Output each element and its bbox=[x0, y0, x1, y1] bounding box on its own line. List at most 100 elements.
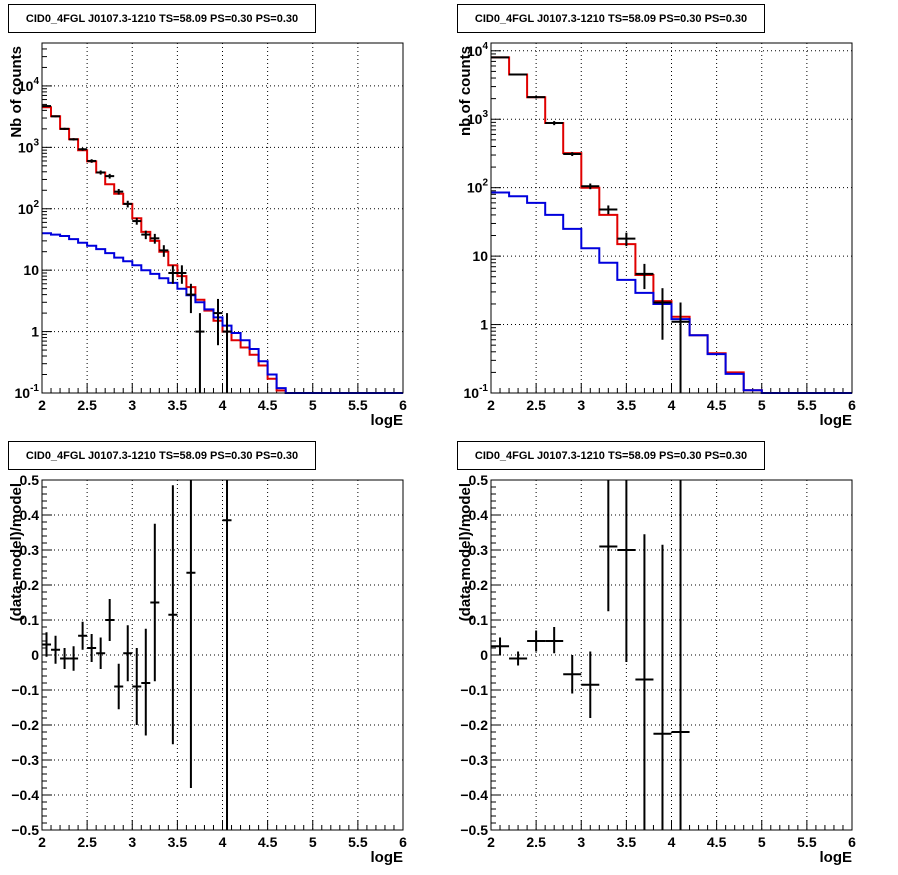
x-axis-title: logE bbox=[371, 412, 404, 429]
x-tick-label: 5 bbox=[309, 397, 317, 413]
data-point bbox=[491, 56, 510, 59]
x-axis-title: logE bbox=[371, 849, 404, 866]
x-tick-label: 5 bbox=[309, 834, 317, 850]
y-tick-label: 0.1 bbox=[469, 612, 489, 628]
data-point bbox=[78, 147, 88, 151]
x-tick-label: 4.5 bbox=[258, 397, 278, 413]
grid bbox=[491, 43, 852, 393]
y-tick-label: −0.4 bbox=[460, 787, 488, 803]
x-tick-label: 3.5 bbox=[168, 834, 188, 850]
x-tick-label: 4 bbox=[219, 397, 227, 413]
data-point bbox=[186, 480, 196, 788]
x-tick-label: 4 bbox=[668, 834, 676, 850]
data-point bbox=[159, 245, 169, 257]
plot-area bbox=[491, 43, 852, 393]
x-tick-label: 6 bbox=[848, 397, 856, 413]
data-point bbox=[635, 534, 654, 830]
x-tick-label: 5 bbox=[758, 397, 766, 413]
data-points bbox=[42, 105, 232, 393]
y-tick-exponent: -1 bbox=[479, 383, 488, 394]
data-point bbox=[114, 188, 124, 195]
x-tick-label: 2.5 bbox=[77, 834, 97, 850]
data-point bbox=[123, 200, 133, 208]
data-point bbox=[51, 115, 61, 118]
y-axis-title: (data-model)/model bbox=[457, 483, 474, 621]
y-tick-label: −0.5 bbox=[460, 822, 488, 838]
x-tick-label: 2 bbox=[487, 397, 495, 413]
y-tick-exponent: 4 bbox=[33, 76, 39, 87]
data-points bbox=[491, 480, 690, 830]
y-tick-label: 10-1 bbox=[464, 383, 489, 401]
y-tick-label: 0.4 bbox=[469, 507, 489, 523]
y-tick-exponent: 2 bbox=[482, 178, 488, 189]
y-tick-base: 10 bbox=[18, 201, 34, 217]
y-tick-base: 10 bbox=[15, 385, 31, 401]
x-axis-title: logE bbox=[820, 849, 853, 866]
chart-title-box: CID0_4FGL J0107.3-1210 TS=58.09 PS=0.30 … bbox=[8, 441, 316, 470]
data-point bbox=[617, 480, 636, 662]
y-tick-label: 104 bbox=[467, 41, 489, 59]
data-point bbox=[527, 630, 546, 652]
data-point bbox=[222, 313, 232, 393]
x-tick-label: 5.5 bbox=[797, 397, 817, 413]
data-point bbox=[60, 648, 70, 669]
y-tick-label: −0.1 bbox=[460, 682, 488, 698]
data-point bbox=[509, 73, 528, 76]
y-tick-label: 103 bbox=[18, 137, 40, 155]
x-tick-label: 5 bbox=[758, 834, 766, 850]
y-tick-base: 10 bbox=[467, 180, 483, 196]
y-tick-exponent: 4 bbox=[482, 41, 488, 52]
data-point bbox=[186, 283, 196, 314]
data-point bbox=[105, 599, 115, 641]
plot-frame bbox=[41, 42, 404, 394]
chart-title: CID0_4FGL J0107.3-1210 TS=58.09 PS=0.30 … bbox=[25, 13, 299, 25]
axis-ticks bbox=[41, 42, 404, 394]
y-tick-label: 10 bbox=[23, 262, 39, 278]
data-point bbox=[87, 159, 97, 163]
chart-title: CID0_4FGL J0107.3-1210 TS=58.09 PS=0.30 … bbox=[25, 450, 299, 462]
data-point bbox=[671, 302, 690, 393]
x-tick-label: 2 bbox=[487, 834, 495, 850]
y-tick-label: 104 bbox=[18, 76, 40, 94]
data-point bbox=[123, 625, 133, 682]
y-tick-label: 10-1 bbox=[15, 383, 40, 401]
data-point bbox=[213, 298, 223, 346]
y-tick-label: −0.1 bbox=[11, 682, 39, 698]
data-point bbox=[78, 621, 88, 650]
y-tick-label: −0.3 bbox=[460, 752, 488, 768]
x-tick-label: 5.5 bbox=[797, 834, 817, 850]
x-tick-label: 5.5 bbox=[348, 834, 368, 850]
plot-frame bbox=[41, 479, 404, 831]
y-axis-title: nb of counts bbox=[457, 46, 474, 136]
plot-frame bbox=[490, 479, 853, 831]
y-tick-label: −0.4 bbox=[11, 787, 39, 803]
y-axis-title: Nb of counts bbox=[8, 46, 25, 138]
x-tick-label: 4 bbox=[219, 834, 227, 850]
y-tick-base: 10 bbox=[467, 111, 483, 127]
y-tick-label: 103 bbox=[467, 109, 489, 127]
data-point bbox=[545, 121, 564, 126]
x-tick-label: 4.5 bbox=[707, 397, 727, 413]
panel-bottom-left: 2 2.5 3 3.5 4 4.5 5 5.5 6 −0.5 −0.4 −0.3 −0.2 −0.1 0 0.… bbox=[0, 437, 449, 874]
y-tick-label: 1 bbox=[480, 317, 488, 333]
chart-title-box: CID0_4FGL J0107.3-1210 TS=58.09 PS=0.30 … bbox=[8, 4, 316, 33]
data-point bbox=[105, 173, 115, 179]
data-point bbox=[635, 263, 654, 290]
data-point bbox=[563, 655, 582, 694]
data-point bbox=[96, 170, 106, 175]
data-point bbox=[132, 648, 142, 725]
chart-top-left: 2 2.5 3 3.5 4 4.5 5 5.5 610-1110102103104logENb … bbox=[8, 42, 407, 429]
y-tick-label: 0 bbox=[31, 647, 39, 663]
y-tick-label: −0.2 bbox=[11, 717, 39, 733]
panel-top-left: 2 2.5 3 3.5 4 4.5 5 5.5 6 10-1 1 10 102 103 104 logE Nb … bbox=[0, 0, 449, 437]
y-tick-label: −0.2 bbox=[460, 717, 488, 733]
data-point bbox=[168, 485, 178, 745]
data-point bbox=[653, 544, 672, 830]
series-line-1 bbox=[491, 191, 852, 394]
x-tick-label: 3 bbox=[577, 397, 585, 413]
x-tick-label: 3.5 bbox=[617, 397, 637, 413]
y-tick-label: 1 bbox=[31, 324, 39, 340]
data-point bbox=[527, 95, 546, 99]
x-tick-label: 2.5 bbox=[77, 397, 97, 413]
data-point bbox=[581, 183, 600, 190]
